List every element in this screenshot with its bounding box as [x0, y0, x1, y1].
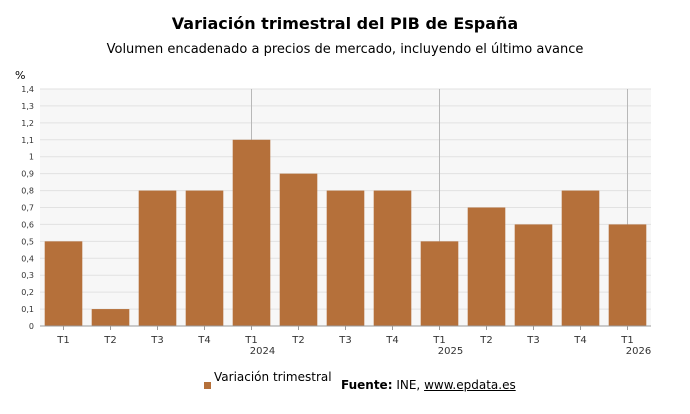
- source-label: Fuente:: [341, 378, 393, 392]
- legend-label: Variación trimestral: [214, 370, 332, 384]
- y-tick-label: 0,7: [21, 204, 34, 213]
- x-tick-label: T4: [573, 335, 586, 346]
- y-tick-label: 0,4: [21, 254, 34, 263]
- source-note: Fuente: INE, www.epdata.es: [341, 378, 516, 392]
- x-tick-label: T1: [432, 335, 445, 346]
- x-tick-label: T2: [291, 335, 304, 346]
- bar[interactable]: [91, 309, 130, 326]
- bar[interactable]: [561, 190, 600, 326]
- y-tick-label: 0,5: [21, 237, 34, 246]
- bars: [44, 139, 647, 327]
- x-tick-label: T4: [197, 335, 210, 346]
- bar[interactable]: [608, 224, 647, 326]
- bar[interactable]: [326, 190, 365, 326]
- source-text: INE,: [396, 378, 425, 392]
- y-tick-label: 1,2: [21, 119, 34, 128]
- x-tick-label: T3: [338, 335, 351, 346]
- legend-swatch: [204, 382, 211, 389]
- y-tick-label: 0,1: [21, 305, 34, 314]
- x-tick-label: T2: [103, 335, 116, 346]
- y-tick-label: 0,9: [21, 170, 34, 179]
- x-tick-label: T3: [526, 335, 539, 346]
- year-label: 2024: [250, 346, 275, 357]
- y-tick-label: 0,8: [21, 187, 34, 196]
- x-tick-label: T1: [244, 335, 257, 346]
- y-tick-label: 1,4: [21, 85, 34, 94]
- bar[interactable]: [185, 190, 224, 326]
- x-tick-label: T2: [479, 335, 492, 346]
- y-tick-label: 0,2: [21, 288, 34, 297]
- y-axis: 0 0,1 0,2 0,3 0,4 0,5 0,6 0,7 0,8 0,9 1 1,1 1,2 1,3 1,…: [21, 85, 34, 331]
- bar[interactable]: [420, 241, 459, 326]
- y-axis-unit: %: [15, 69, 25, 82]
- source-link[interactable]: www.epdata.es: [424, 378, 516, 392]
- y-tick-label: 0,6: [21, 220, 34, 229]
- bar[interactable]: [373, 190, 412, 326]
- bar[interactable]: [279, 173, 318, 326]
- year-label: 2026: [626, 346, 651, 357]
- x-tick-label: T3: [150, 335, 163, 346]
- y-tick-label: 1,3: [21, 102, 34, 111]
- x-tick-label: T4: [385, 335, 398, 346]
- bar[interactable]: [44, 241, 83, 326]
- chart-title: Variación trimestral del PIB de España: [171, 14, 519, 33]
- x-tick-label: T1: [620, 335, 633, 346]
- bar[interactable]: [467, 207, 506, 327]
- y-tick-label: 1: [29, 153, 34, 162]
- y-tick-label: 1,1: [21, 136, 34, 145]
- bar[interactable]: [138, 190, 177, 326]
- year-label: 2025: [438, 346, 463, 357]
- chart-subtitle: Volumen encadenado a precios de mercado,…: [106, 42, 584, 57]
- bar[interactable]: [232, 139, 271, 326]
- x-tick-label: T1: [56, 335, 69, 346]
- y-tick-label: 0: [29, 322, 34, 331]
- y-tick-label: 0,3: [21, 271, 34, 280]
- bar[interactable]: [514, 224, 553, 326]
